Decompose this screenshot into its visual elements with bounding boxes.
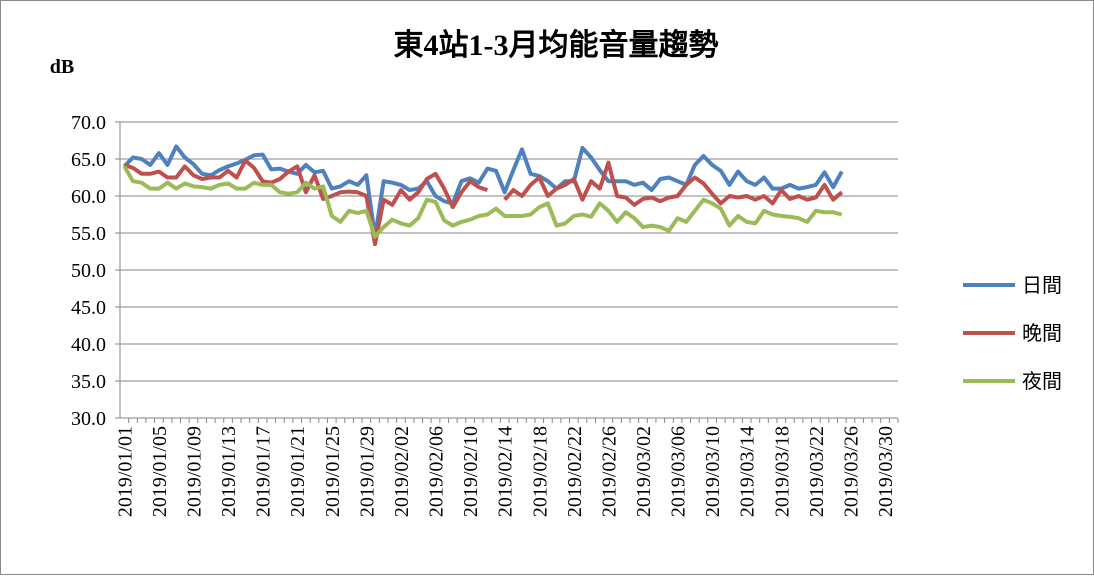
x-tick-label: 2019/01/21	[287, 426, 309, 517]
y-tick-label: 50.0	[71, 260, 106, 282]
y-tick-label: 35.0	[71, 371, 106, 393]
x-tick-label: 2019/01/17	[253, 426, 275, 517]
x-tick-label: 2019/02/22	[564, 426, 586, 517]
x-tick-label: 2019/01/25	[322, 426, 344, 517]
y-tick-label: 30.0	[71, 408, 106, 430]
legend-label: 日間	[1022, 275, 1062, 297]
x-tick-label: 2019/03/26	[840, 426, 862, 517]
x-tick-label: 2019/02/10	[460, 426, 482, 517]
y-tick-label: 70.0	[71, 112, 106, 134]
legend-label: 夜間	[1022, 370, 1062, 393]
x-tick-label: 2019/03/22	[806, 426, 828, 517]
x-tick-label: 2019/02/26	[598, 426, 620, 517]
x-tick-label: 2019/01/29	[356, 426, 378, 517]
x-tick-label: 2019/03/14	[737, 426, 759, 517]
x-tick-label: 2019/01/09	[183, 426, 205, 517]
x-tick-label: 2019/03/06	[668, 426, 690, 517]
x-tick-label: 2019/02/02	[391, 426, 413, 517]
x-tick-label: 2019/03/02	[633, 426, 655, 517]
x-tick-label: 2019/01/05	[149, 426, 171, 517]
x-tick-label: 2019/03/10	[702, 426, 724, 517]
y-tick-label: 45.0	[71, 297, 106, 319]
x-tick-label: 2019/03/30	[875, 426, 897, 517]
y-tick-label: 55.0	[71, 223, 106, 245]
chart-title: 東4站1-3月均能音量趨勢	[394, 28, 719, 62]
y-tick-label: 65.0	[71, 149, 106, 171]
y-axis-label: dB	[50, 56, 74, 78]
legend-label: 晚間	[1022, 322, 1062, 345]
x-tick-label: 2019/02/14	[495, 426, 517, 517]
x-tick-label: 2019/01/01	[114, 426, 136, 517]
x-tick-label: 2019/01/13	[218, 426, 240, 517]
x-tick-label: 2019/03/18	[771, 426, 793, 517]
y-tick-label: 60.0	[71, 186, 106, 208]
series-line	[122, 165, 843, 239]
series-line	[123, 158, 844, 247]
x-tick-label: 2019/02/06	[426, 426, 448, 517]
x-tick-label: 2019/02/18	[529, 426, 551, 517]
y-tick-label: 40.0	[71, 334, 106, 356]
